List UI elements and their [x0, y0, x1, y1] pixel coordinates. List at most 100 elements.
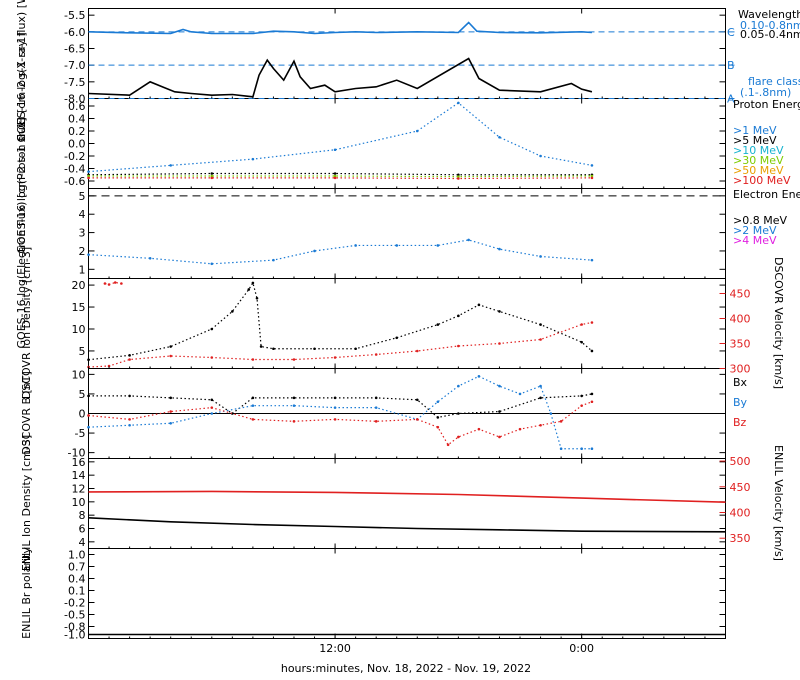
electron-point--2-mev: [539, 255, 542, 258]
dscovr_density-point-velocity: [251, 358, 255, 361]
dscovr_density-point-velocity: [498, 342, 501, 345]
dscovr-velocity-y-ticks: 450 400 350 300: [719, 288, 751, 376]
proton-point--100-mev: [333, 176, 337, 180]
dscovr_density-point-velocity-early: [107, 283, 111, 286]
dscovr_density-point-density: [580, 340, 583, 344]
electron-point--2-mev: [272, 258, 275, 262]
electron-y-ticks: 5 4 3 2 1: [79, 190, 726, 276]
dscovr_b-point-by: [333, 406, 337, 409]
dscovr_b-point-bz: [590, 400, 594, 404]
dscovr_b-point-bz: [580, 404, 583, 407]
dscovr_density-point-velocity: [107, 364, 111, 368]
enlil_density-ytick-label: 8: [79, 509, 86, 522]
dscovr_density-ytick-label: 15: [72, 301, 86, 314]
proton-legend-entry: >50 MeV: [733, 164, 784, 177]
enlil_density-right-ytick-label: 450: [730, 481, 751, 494]
dscovr_density-point-velocity: [128, 358, 131, 361]
dscovr_density-point-density: [457, 314, 460, 318]
dscovr_density-point-velocity: [292, 358, 296, 361]
dscovr_density-point-velocity: [415, 349, 419, 353]
dscovr_b-point-bx: [498, 410, 501, 413]
proton-point--100-mev: [87, 176, 90, 180]
dscovr_density-point-density: [259, 345, 263, 348]
xray-series: [88, 21, 593, 98]
dscovr_b-point-bz: [446, 443, 450, 447]
dscovr-b-ylabel: DSCOVR B [nT]: [20, 371, 33, 455]
dscovr-density-ylabel: DSCOVR Ion Density [cm-3]: [20, 247, 33, 399]
enlil_density-ytick-label: 14: [72, 469, 86, 482]
dscovr_b-point-by: [87, 425, 90, 429]
dscovr_b-ytick-label: 10: [72, 368, 86, 381]
xray-legend-title: Wavelength: [738, 8, 800, 21]
xray-ytick-label: -7.5: [64, 76, 85, 89]
dscovr_b-ytick-label: 5: [79, 388, 86, 401]
dscovr_b-point-bx: [580, 394, 583, 398]
electron-point--2-mev: [498, 247, 501, 251]
dscovr_b-point-bz: [374, 420, 378, 423]
electron-ylabel: GOES-16 log(Electron flux) [cm-2 s-1 sr-…: [15, 118, 28, 349]
electron-legend-entry: >0.8 MeV: [733, 214, 787, 227]
proton-point--30-mev: [87, 174, 90, 178]
dscovr_b-point-bz: [457, 435, 460, 439]
x-axis-ticks: 12:00 0:00: [88, 8, 726, 655]
xray-line-0-05-0-4nm: [88, 57, 593, 98]
proton-point--5-mev: [333, 172, 337, 175]
proton-point--5-mev: [210, 172, 214, 175]
dscovr_b-point-bx: [292, 396, 296, 400]
enlil-polarity-y-ticks: 1.00.70.40.1-0.2-0.5-0.8-1.0: [64, 549, 726, 642]
dscovr_density-point-density: [210, 327, 214, 331]
electron-ytick-label: 2: [79, 245, 86, 258]
dscovr_density-point-density: [313, 347, 316, 351]
dscovr_density-point-velocity: [580, 323, 583, 326]
dscovr_b-legend-entry: Bz: [733, 416, 747, 429]
dscovr_density-point-velocity-early: [120, 282, 123, 285]
dscovr_b-point-bz: [498, 435, 501, 439]
enlil_polarity-ytick-label: -1.0: [64, 629, 85, 642]
enlil_density-ytick-label: 4: [79, 536, 86, 549]
electron-series: [87, 195, 726, 266]
dscovr_density-right-ytick-label: 400: [730, 313, 751, 326]
xray-ytick-label: -5.5: [64, 9, 85, 22]
dscovr_b-point-by: [590, 447, 594, 451]
proton-ytick-label: -0.2: [64, 150, 85, 163]
proton-ytick-label: 0.0: [68, 138, 86, 151]
enlil_polarity-ytick-label: 1.0: [68, 549, 86, 562]
x-tick-label: 12:00: [319, 642, 351, 655]
dscovr_density-ytick-label: 20: [72, 279, 86, 292]
enlil-polarity-panel: 1.00.70.40.1-0.2-0.5-0.8-1.0 ENLIL Br po…: [20, 547, 726, 642]
proton-legend-entry: >1 MeV: [733, 124, 777, 137]
x-axis-title: hours:minutes, Nov. 18, 2022 - Nov. 19, …: [281, 662, 531, 675]
enlil_polarity-ytick-label: 0.7: [68, 561, 86, 574]
dscovr_b-point-bx: [539, 396, 542, 400]
dscovr_b-point-bz: [128, 418, 131, 421]
enlil_density-ytick-label: 12: [72, 483, 86, 496]
dscovr_density-trace-velocity: [88, 321, 593, 368]
proton-point--1-mev: [498, 135, 501, 139]
enlil-velocity-ylabel: ENLIL Velocity [km/s]: [772, 445, 785, 561]
dscovr_density-point-density: [231, 310, 234, 313]
dscovr_b-point-by: [559, 447, 563, 451]
enlil_density-right-ytick-label: 500: [730, 455, 751, 468]
dscovr_b-point-bx: [128, 394, 131, 398]
dscovr_b-point-bx: [415, 398, 419, 402]
proton-point--1-mev: [87, 170, 90, 173]
dscovr_b-point-bz: [477, 427, 481, 431]
xray-panel: -5.5 -6.0 -6.5 -7.0 -7.5 -8.0 C B A GOES-16 log…: [15, 0, 800, 142]
dscovr_density-point-velocity-early: [113, 281, 117, 284]
flare-class-label: C: [727, 26, 735, 39]
proton-ytick-label: -0.4: [64, 163, 85, 176]
proton-ytick-label: 0.2: [68, 125, 86, 138]
dscovr_b-point-by: [580, 447, 583, 451]
proton-ytick-label: 0.4: [68, 113, 86, 126]
dscovr_density-right-ytick-label: 300: [730, 363, 751, 376]
proton-trace--1-mev: [88, 102, 593, 173]
enlil_density-line-velocity: [88, 490, 726, 504]
electron-panel: 5 4 3 2 1 GOES-16 log(Electron flux) [cm-2 s…: [15, 118, 800, 349]
xray-ytick-label: -6.5: [64, 43, 85, 56]
proton-point--100-mev: [457, 177, 460, 180]
proton-point--30-mev: [333, 174, 337, 178]
dscovr_b-point-by: [518, 392, 522, 396]
dscovr_b-point-bx: [457, 412, 460, 415]
electron-point--2-mev: [395, 244, 399, 247]
